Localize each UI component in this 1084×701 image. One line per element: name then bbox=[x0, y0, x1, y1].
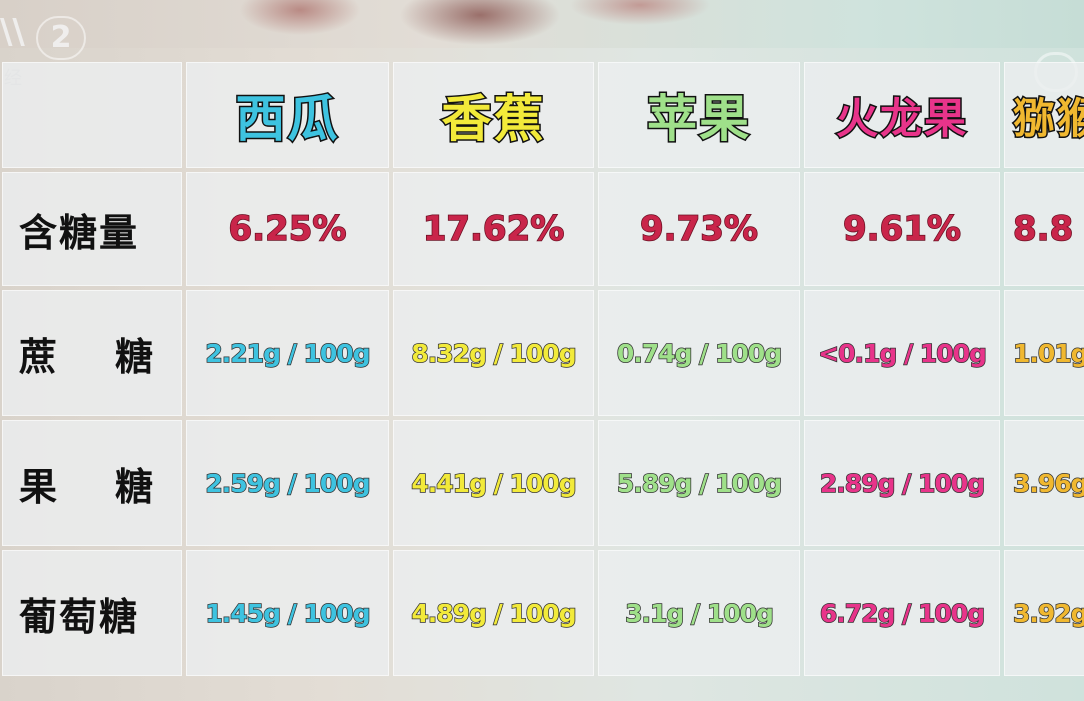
table-cell: 2.89g / 100g bbox=[804, 420, 1000, 546]
table-row: 葡萄糖 1.45g / 100g 4.89g / 100g 3.1g / 100… bbox=[2, 550, 1084, 676]
table-row: 含糖量 6.25% 17.62% 9.73% 9.61% 8.8 bbox=[2, 172, 1084, 286]
table-cell: 0.74g / 100g bbox=[598, 290, 800, 416]
table-row: 蔗糖 2.21g / 100g 8.32g / 100g 0.74g / 100… bbox=[2, 290, 1084, 416]
row-label: 葡萄糖 bbox=[2, 550, 182, 676]
background-painting-band bbox=[0, 0, 1084, 48]
table-cell: 3.96g bbox=[1004, 420, 1084, 546]
table-cell: 5.89g / 100g bbox=[598, 420, 800, 546]
table-cell: 2.59g / 100g bbox=[186, 420, 389, 546]
column-header-dragonfruit: 火龙果 bbox=[804, 62, 1000, 168]
column-header-apple: 苹果 bbox=[598, 62, 800, 168]
row-label: 果糖 bbox=[2, 420, 182, 546]
table-cell: 2.21g / 100g bbox=[186, 290, 389, 416]
table-cell: 9.73% bbox=[598, 172, 800, 286]
table-cell: 1.45g / 100g bbox=[186, 550, 389, 676]
table-cell: 8.8 bbox=[1004, 172, 1084, 286]
table-row: 果糖 2.59g / 100g 4.41g / 100g 5.89g / 100… bbox=[2, 420, 1084, 546]
header-row: 西瓜 香蕉 苹果 火龙果 猕猴 bbox=[2, 62, 1084, 168]
row-label: 蔗糖 bbox=[2, 290, 182, 416]
channel-logo: \\ 2 经 bbox=[0, 12, 88, 89]
table-cell: 3.92g bbox=[1004, 550, 1084, 676]
channel-logo-mark: \\ bbox=[0, 12, 25, 52]
table-cell: 3.1g / 100g bbox=[598, 550, 800, 676]
column-header-kiwi: 猕猴 bbox=[1004, 62, 1084, 168]
row-label: 含糖量 bbox=[2, 172, 182, 286]
table-cell: <0.1g / 100g bbox=[804, 290, 1000, 416]
table-cell: 1.01g bbox=[1004, 290, 1084, 416]
table-cell: 9.61% bbox=[804, 172, 1000, 286]
table-cell: 6.25% bbox=[186, 172, 389, 286]
table-cell: 17.62% bbox=[393, 172, 594, 286]
column-header-banana: 香蕉 bbox=[393, 62, 594, 168]
table-cell: 8.32g / 100g bbox=[393, 290, 594, 416]
fruit-sugar-table: 西瓜 香蕉 苹果 火龙果 猕猴 含糖量 6.25% 17.62% 9.73% 9… bbox=[0, 58, 1084, 680]
table-cell: 4.41g / 100g bbox=[393, 420, 594, 546]
corner-cell bbox=[2, 62, 182, 168]
table-cell: 6.72g / 100g bbox=[804, 550, 1000, 676]
column-header-watermelon: 西瓜 bbox=[186, 62, 389, 168]
channel-number: 2 bbox=[36, 16, 86, 60]
table-cell: 4.89g / 100g bbox=[393, 550, 594, 676]
